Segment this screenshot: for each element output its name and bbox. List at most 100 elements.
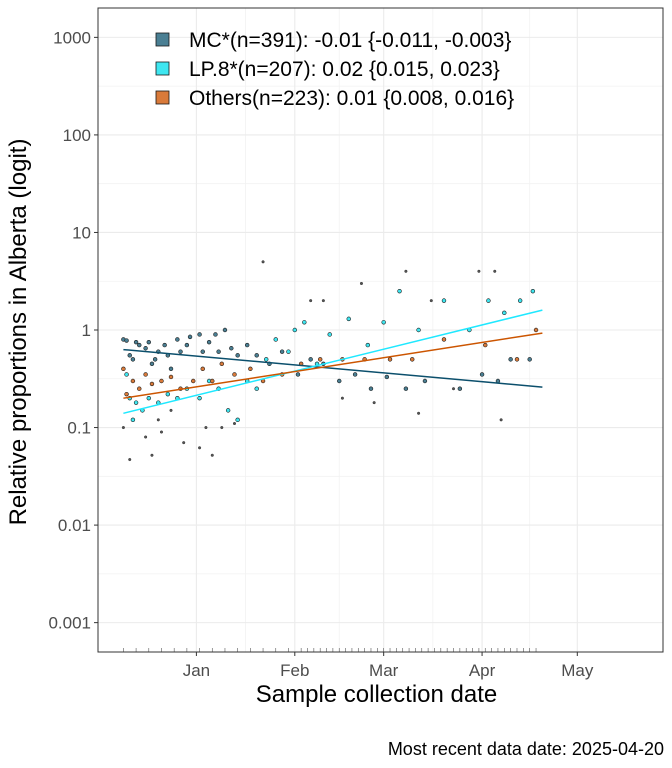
data-point-series-1 <box>527 357 532 362</box>
data-point-series-2 <box>130 417 136 423</box>
data-point-series-3 <box>159 378 164 384</box>
data-point-unclassified <box>204 426 208 430</box>
data-point-unclassified <box>232 422 236 426</box>
data-point-series-1 <box>229 346 234 351</box>
data-point-unclassified <box>372 401 376 405</box>
data-point-series-3 <box>143 372 148 377</box>
data-point-series-3 <box>317 357 323 362</box>
data-point-series-1 <box>279 349 285 354</box>
fit-line-series-3 <box>123 332 543 399</box>
legend-label-series-2: LP.8*(n=207): 0.02 {0.015, 0.023} <box>189 58 500 81</box>
data-point-series-2 <box>292 327 297 333</box>
data-point-series-3 <box>124 391 129 397</box>
data-point-series-1 <box>124 338 129 343</box>
data-point-series-3 <box>191 378 196 384</box>
data-point-unclassified <box>321 299 325 303</box>
data-point-unclassified <box>156 418 160 422</box>
data-point-unclassified <box>429 299 433 303</box>
x-axis-title: Sample collection date <box>256 681 497 708</box>
x-rug-ticks <box>123 648 537 652</box>
data-point-series-3 <box>130 378 136 384</box>
data-point-series-1 <box>457 386 463 391</box>
data-point-series-1 <box>133 339 139 345</box>
y-tick-label: 100 <box>63 126 91 145</box>
data-point-series-1 <box>175 337 180 342</box>
caption: Most recent data date: 2025-04-20 <box>388 739 664 759</box>
data-point-series-1 <box>137 342 142 348</box>
grid-major <box>98 8 663 652</box>
data-point-series-2 <box>254 386 259 391</box>
data-point-series-3 <box>168 374 174 380</box>
data-point-series-1 <box>178 349 183 354</box>
data-point-series-1 <box>352 372 358 377</box>
data-point-series-1 <box>146 339 151 345</box>
data-point-unclassified <box>452 387 456 391</box>
data-point-series-3 <box>533 327 539 333</box>
data-point-series-3 <box>137 386 142 391</box>
data-point-unclassified <box>159 430 163 434</box>
data-point-series-2 <box>133 400 139 405</box>
x-tick-label: Feb <box>280 661 309 680</box>
data-point-series-1 <box>337 378 342 384</box>
data-point-series-2 <box>264 357 269 362</box>
data-point-series-1 <box>422 378 428 384</box>
legend-key-series-2 <box>155 61 170 76</box>
data-point-series-2 <box>416 327 421 333</box>
data-point-unclassified <box>220 426 224 430</box>
data-point-series-1 <box>130 357 136 362</box>
data-point-series-1 <box>213 332 218 337</box>
data-point-series-1 <box>368 386 374 391</box>
y-tick-label: 10 <box>72 223 91 242</box>
data-point-unclassified <box>144 435 148 439</box>
data-point-series-3 <box>121 366 126 372</box>
data-point-series-1 <box>200 349 205 354</box>
data-point-series-2 <box>235 417 240 423</box>
x-tick-label: Apr <box>469 661 496 680</box>
data-point-series-2 <box>502 310 507 316</box>
data-point-unclassified <box>261 260 265 264</box>
data-point-series-3 <box>387 357 393 362</box>
data-point-series-2 <box>273 337 278 342</box>
data-point-series-1 <box>197 332 202 337</box>
data-point-series-1 <box>184 342 190 348</box>
data-point-series-1 <box>143 346 148 351</box>
y-tick-label: 0.1 <box>67 419 91 438</box>
series-fit-lines <box>123 309 543 415</box>
data-point-unclassified <box>128 458 132 462</box>
data-point-series-2 <box>302 320 307 325</box>
legend: MC*(n=391): -0.01 {-0.011, -0.003} LP.8*(… <box>155 29 514 110</box>
data-point-series-3 <box>483 342 488 348</box>
data-point-unclassified <box>309 299 313 303</box>
fit-line-series-2 <box>123 309 543 415</box>
data-point-series-1 <box>403 386 409 391</box>
data-point-series-1 <box>162 342 167 348</box>
data-point-series-2 <box>441 298 447 303</box>
data-point-unclassified <box>121 426 125 430</box>
data-point-series-3 <box>248 366 253 372</box>
data-point-series-1 <box>508 357 513 362</box>
data-point-series-1 <box>216 349 221 354</box>
legend-key-series-1 <box>155 32 170 47</box>
data-point-series-2 <box>530 288 536 294</box>
y-tick-label: 1000 <box>53 28 91 47</box>
data-point-series-3 <box>149 381 155 387</box>
data-point-series-1 <box>149 361 155 367</box>
data-point-series-1 <box>244 342 250 348</box>
data-point-unclassified <box>417 411 421 415</box>
data-point-series-2 <box>381 320 386 325</box>
data-point-series-1 <box>152 357 158 362</box>
data-point-unclassified <box>499 418 503 422</box>
data-point-unclassified <box>169 408 173 412</box>
legend-label-series-1: MC*(n=391): -0.01 {-0.011, -0.003} <box>189 29 511 52</box>
data-point-series-1 <box>308 357 313 362</box>
legend-key-series-3 <box>155 90 170 105</box>
data-point-series-3 <box>210 378 215 384</box>
data-point-unclassified <box>340 396 344 400</box>
unclassified-points <box>121 260 503 462</box>
data-point-unclassified <box>493 269 497 273</box>
data-point-series-2 <box>146 395 151 401</box>
data-point-series-2 <box>286 349 291 354</box>
data-point-series-3 <box>200 366 205 372</box>
data-point-series-1 <box>235 353 240 358</box>
